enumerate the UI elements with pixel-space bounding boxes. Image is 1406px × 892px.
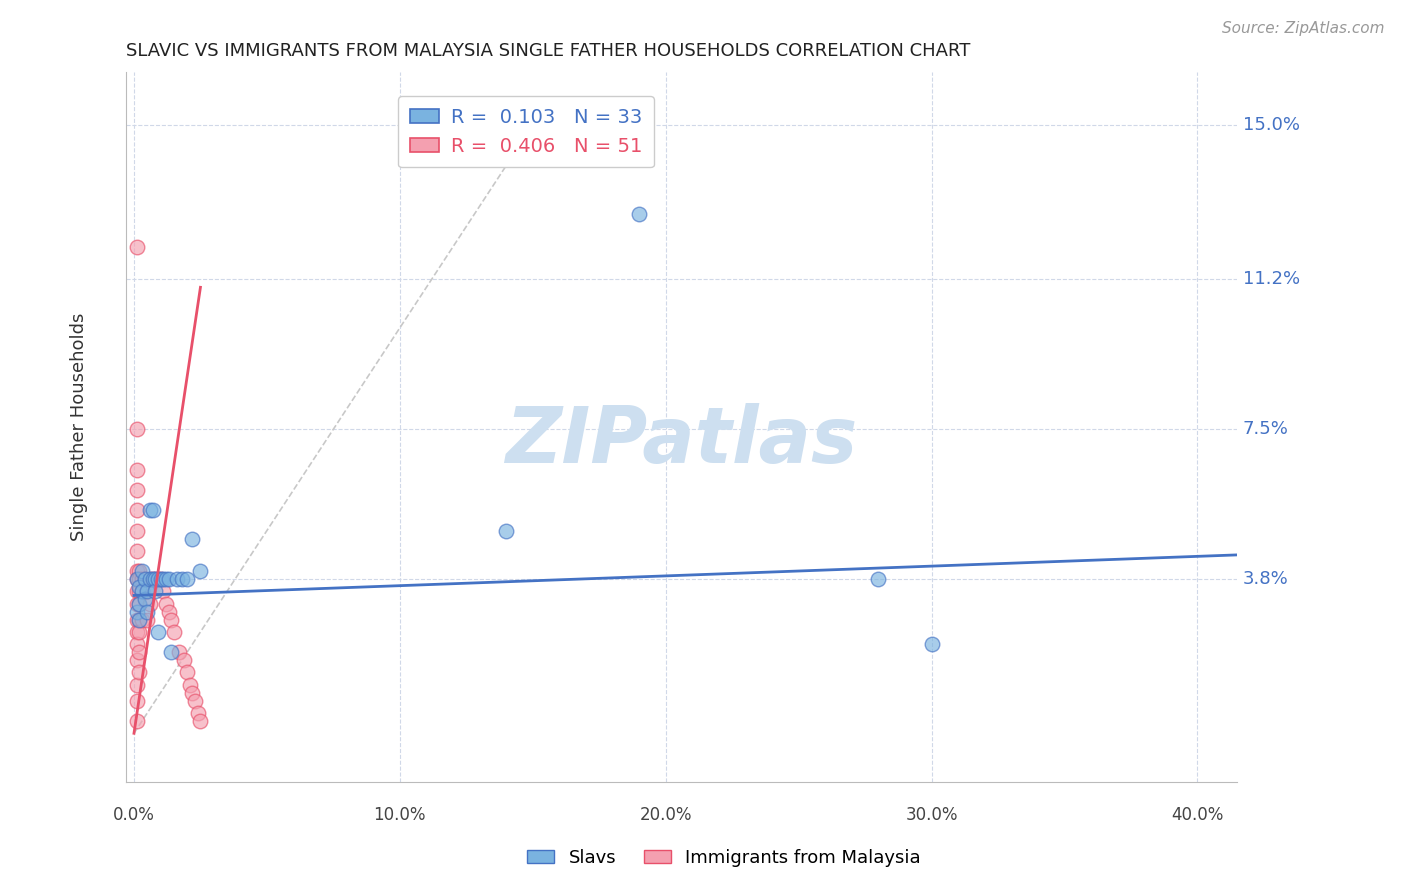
Point <box>136 605 159 619</box>
Point <box>179 678 201 692</box>
Point <box>142 572 165 586</box>
Point <box>131 572 153 586</box>
Point <box>128 613 150 627</box>
Point <box>146 572 169 586</box>
Point <box>139 503 162 517</box>
Text: 7.5%: 7.5% <box>1243 420 1288 438</box>
Point <box>160 613 183 627</box>
Point <box>868 572 890 586</box>
Point <box>128 564 150 578</box>
Text: ZIPatlas: ZIPatlas <box>506 403 858 479</box>
Point <box>125 572 148 586</box>
Point <box>495 524 517 538</box>
Point <box>125 678 148 692</box>
Point <box>187 706 209 720</box>
Legend: Slavs, Immigrants from Malaysia: Slavs, Immigrants from Malaysia <box>520 842 928 874</box>
Point <box>167 645 190 659</box>
Point <box>157 605 180 619</box>
Point <box>136 613 159 627</box>
Point <box>128 584 150 599</box>
Point <box>190 564 212 578</box>
Text: SLAVIC VS IMMIGRANTS FROM MALAYSIA SINGLE FATHER HOUSEHOLDS CORRELATION CHART: SLAVIC VS IMMIGRANTS FROM MALAYSIA SINGL… <box>127 42 970 60</box>
Text: 10.0%: 10.0% <box>374 806 426 824</box>
Point <box>131 584 153 599</box>
Point <box>125 483 148 497</box>
Point <box>131 564 153 578</box>
Point <box>170 572 193 586</box>
Point <box>125 240 148 254</box>
Point <box>143 572 166 586</box>
Text: 0.0%: 0.0% <box>112 806 155 824</box>
Point <box>128 572 150 586</box>
Point <box>190 714 212 728</box>
Point <box>921 637 943 651</box>
Point <box>143 584 166 599</box>
Point <box>181 686 204 700</box>
Point <box>125 597 148 611</box>
Point <box>125 624 148 639</box>
Text: 3.8%: 3.8% <box>1243 570 1288 588</box>
Point <box>139 572 162 586</box>
Point <box>134 592 156 607</box>
Legend: R =  0.103   N = 33, R =  0.406   N = 51: R = 0.103 N = 33, R = 0.406 N = 51 <box>398 96 654 168</box>
Text: Single Father Households: Single Father Households <box>70 313 89 541</box>
Point <box>125 503 148 517</box>
Point <box>628 207 651 221</box>
Point <box>152 572 174 586</box>
Point <box>125 524 148 538</box>
Point <box>125 637 148 651</box>
Point <box>184 694 207 708</box>
Point <box>125 584 148 599</box>
Point <box>139 572 162 586</box>
Point <box>157 572 180 586</box>
Point <box>136 584 159 599</box>
Point <box>128 597 150 611</box>
Text: 40.0%: 40.0% <box>1171 806 1223 824</box>
Point <box>173 653 195 667</box>
Point <box>166 572 188 586</box>
Point <box>176 572 198 586</box>
Point <box>128 665 150 680</box>
Text: 15.0%: 15.0% <box>1243 116 1299 134</box>
Point <box>142 503 165 517</box>
Point <box>149 572 172 586</box>
Point <box>155 572 177 586</box>
Point <box>125 463 148 477</box>
Point <box>128 613 150 627</box>
Point <box>134 572 156 586</box>
Point <box>125 564 148 578</box>
Point <box>125 422 148 436</box>
Point <box>125 605 148 619</box>
Point <box>155 597 177 611</box>
Point <box>125 694 148 708</box>
Point <box>139 597 162 611</box>
Text: 30.0%: 30.0% <box>905 806 957 824</box>
Point <box>142 572 165 586</box>
Text: 11.2%: 11.2% <box>1243 270 1299 288</box>
Point <box>128 624 150 639</box>
Point <box>181 532 204 546</box>
Point <box>125 714 148 728</box>
Point <box>131 584 153 599</box>
Point <box>143 572 166 586</box>
Point <box>160 645 183 659</box>
Point <box>176 665 198 680</box>
Point <box>146 624 169 639</box>
Text: 20.0%: 20.0% <box>640 806 692 824</box>
Point <box>146 572 169 586</box>
Point <box>128 580 150 594</box>
Point <box>128 645 150 659</box>
Point <box>136 584 159 599</box>
Point <box>128 597 150 611</box>
Point <box>152 584 174 599</box>
Point <box>149 572 172 586</box>
Point <box>131 613 153 627</box>
Point <box>125 544 148 558</box>
Text: Source: ZipAtlas.com: Source: ZipAtlas.com <box>1222 21 1385 36</box>
Point <box>134 572 156 586</box>
Point <box>163 624 186 639</box>
Point <box>125 613 148 627</box>
Point <box>125 572 148 586</box>
Point <box>125 653 148 667</box>
